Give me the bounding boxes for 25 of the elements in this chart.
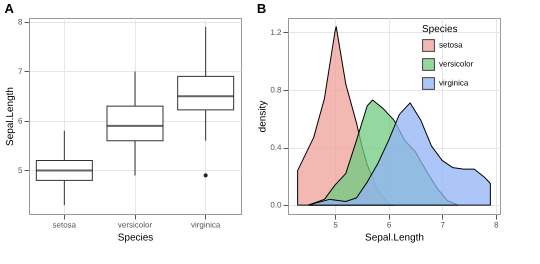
x-axis-title: Species	[118, 232, 154, 244]
y-axis-title: density	[257, 100, 268, 132]
y-tick-label: 1.2	[270, 28, 282, 37]
y-tick-label: 7	[18, 66, 24, 76]
x-tick-label: virginica	[190, 220, 221, 230]
legend-title: Species	[422, 24, 458, 35]
x-tick-label: 7	[440, 220, 446, 230]
x-axis-title: Sepal.Length	[365, 232, 424, 244]
y-axis-title: Sepal.Length	[5, 87, 16, 146]
x-tick-label: 8	[494, 220, 499, 230]
legend-label: virginica	[439, 78, 469, 88]
x-tick-label: setosa	[52, 220, 77, 230]
legend-label: setosa	[439, 40, 464, 50]
y-tick-label: 0.8	[270, 85, 282, 94]
y-tick-label: 8	[18, 17, 24, 26]
x-tick-label: 6	[386, 220, 392, 230]
chart-title: A	[4, 0, 15, 16]
y-tick-label: 6	[18, 116, 24, 126]
y-tick-label: 0.4	[270, 143, 282, 152]
chart-title: B	[256, 1, 266, 16]
x-tick-label: 5	[333, 220, 338, 230]
x-tick-label: versicolor	[118, 220, 152, 230]
y-tick-label: 5	[18, 166, 24, 175]
legend-label: versicolor	[439, 60, 474, 68]
y-tick-label: 0.0	[270, 200, 282, 210]
